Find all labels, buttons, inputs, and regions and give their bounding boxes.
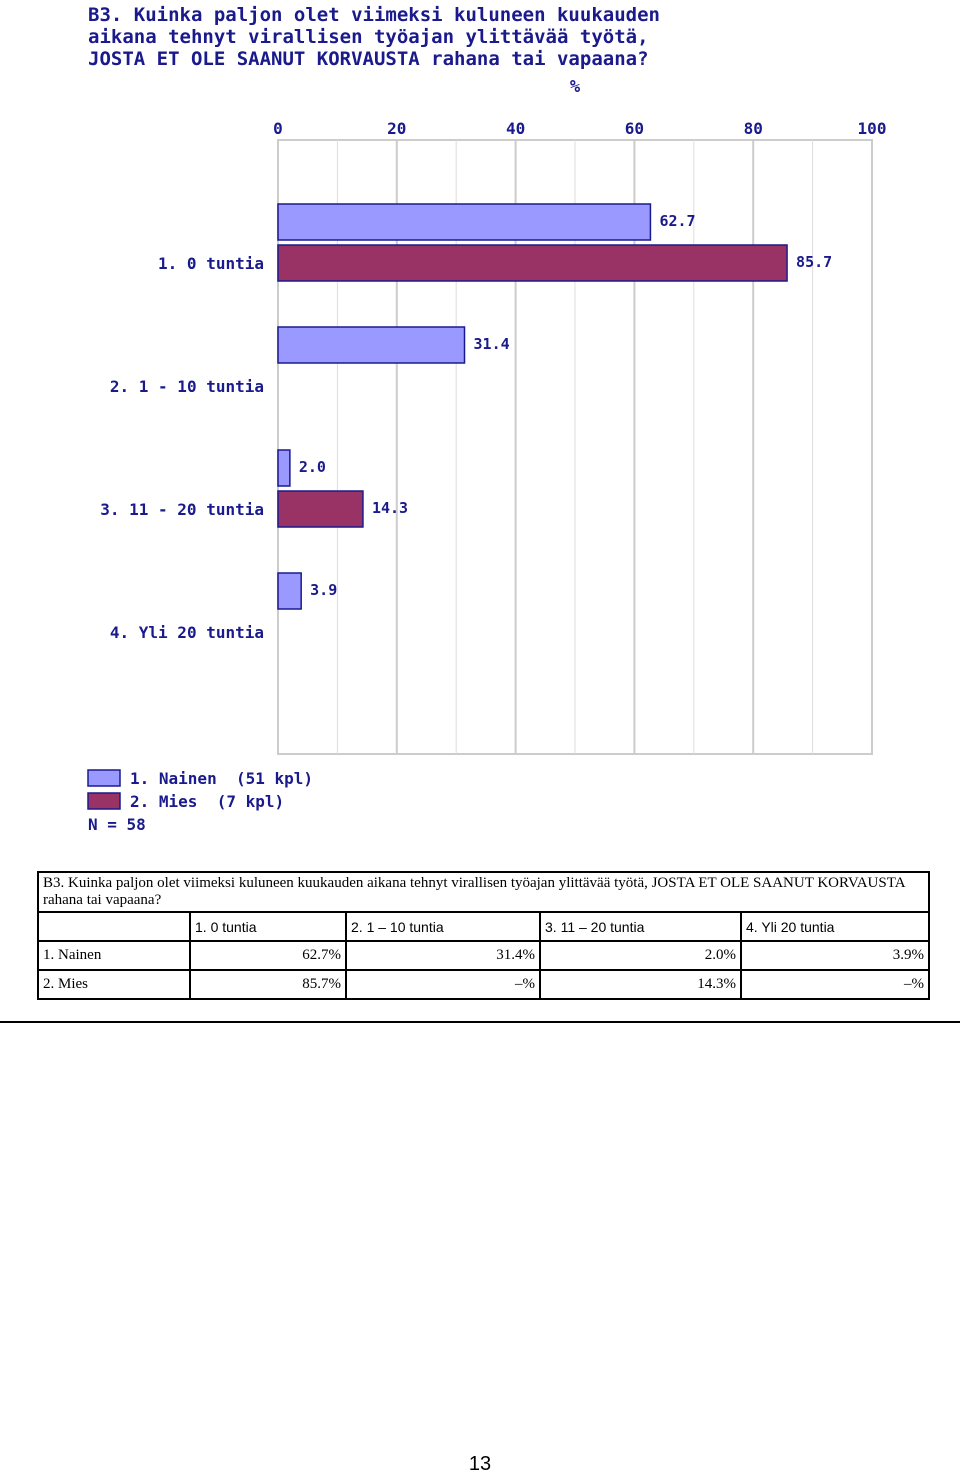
bar: [277, 449, 291, 487]
table-title-row: B3. Kuinka paljon olet viimeksi kuluneen…: [37, 871, 930, 913]
table-cell: 85.7%: [189, 969, 347, 1000]
chart-title: B3. Kuinka paljon olet viimeksi kuluneen…: [88, 4, 660, 70]
table-cell: 14.3%: [539, 969, 742, 1000]
bar: [277, 572, 302, 610]
bar-value-label: 31.4: [474, 335, 510, 353]
category-label: 1. 0 tuntia: [158, 254, 264, 273]
table-cell: 62.7%: [189, 940, 347, 971]
bar: [277, 326, 466, 364]
bar: [277, 490, 364, 528]
table-row-label: 1. Nainen: [37, 940, 191, 971]
legend-label: 2. Mies (7 kpl): [130, 792, 284, 811]
table-header-row: 1. 0 tuntia 2. 1 – 10 tuntia 3. 11 – 20 …: [37, 911, 930, 942]
table-row-label: 2. Mies: [37, 969, 191, 1000]
category-label: 2. 1 - 10 tuntia: [110, 377, 264, 396]
category-label: 3. 11 - 20 tuntia: [100, 500, 264, 519]
n-label: N = 58: [88, 815, 146, 834]
table-cell: 31.4%: [345, 940, 541, 971]
x-tick-label: 40: [506, 119, 525, 138]
bar-value-label: 3.9: [310, 581, 337, 599]
table-cell: –%: [740, 969, 930, 1000]
table-header-cell: 2. 1 – 10 tuntia: [345, 911, 541, 942]
legend-swatch: [87, 769, 121, 787]
bar-value-label: 2.0: [299, 458, 326, 476]
horizontal-rule: [0, 1021, 960, 1023]
bar: [277, 244, 788, 282]
table-row: 1. Nainen 62.7% 31.4% 2.0% 3.9%: [37, 940, 930, 971]
bar-value-label: 62.7: [659, 212, 695, 230]
x-tick-label: 80: [744, 119, 763, 138]
legend-swatch: [87, 792, 121, 810]
table-title: B3. Kuinka paljon olet viimeksi kuluneen…: [37, 871, 930, 913]
table-corner-cell: [37, 911, 191, 942]
page-number: 13: [468, 1453, 492, 1475]
bar-chart: 0 20 40 60 80 100% 62.7 85.7 1. 0 tuntia 31.4 2. 1…: [87, 77, 887, 834]
table-header-cell: 1. 0 tuntia: [189, 911, 347, 942]
bar-value-label: 14.3: [372, 499, 408, 517]
bar-value-label: 85.7: [796, 253, 832, 271]
x-tick-label: 0: [273, 119, 283, 138]
x-axis-label: %: [570, 77, 581, 97]
table-cell: –%: [345, 969, 541, 1000]
table-row: 2. Mies 85.7% –% 14.3% –%: [37, 969, 930, 1000]
category-label: 4. Yli 20 tuntia: [110, 623, 264, 642]
table-header-cell: 3. 11 – 20 tuntia: [539, 911, 742, 942]
table-cell: 2.0%: [539, 940, 742, 971]
table-header-cell: 4. Yli 20 tuntia: [740, 911, 930, 942]
x-tick-label: 60: [625, 119, 644, 138]
x-tick-label: 100: [858, 119, 887, 138]
x-tick-label: 20: [387, 119, 406, 138]
data-table: B3. Kuinka paljon olet viimeksi kuluneen…: [37, 871, 930, 1000]
bar: [277, 203, 652, 241]
table-cell: 3.9%: [740, 940, 930, 971]
legend-label: 1. Nainen (51 kpl): [130, 769, 313, 788]
